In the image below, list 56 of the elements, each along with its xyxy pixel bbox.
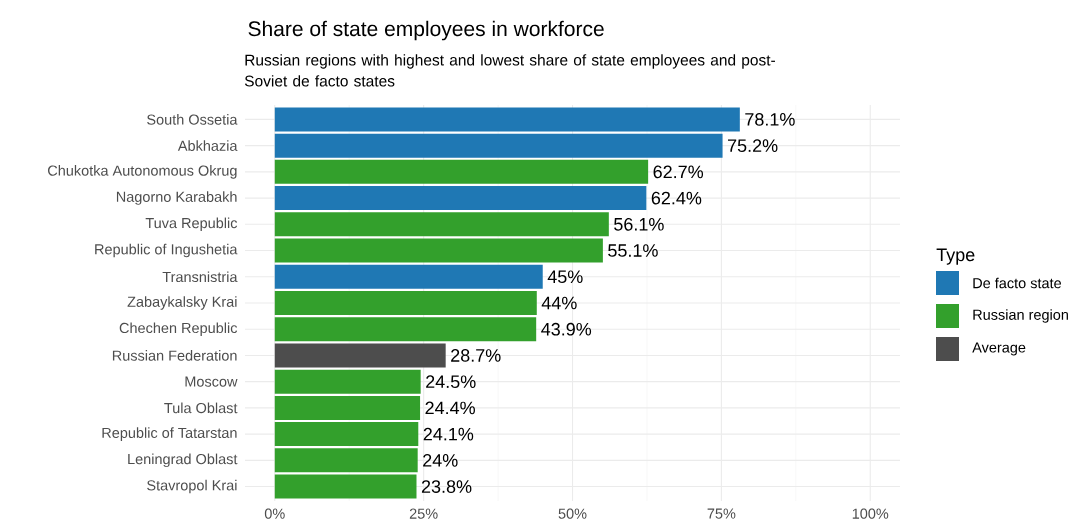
legend-label: De facto state	[973, 277, 1062, 289]
data-label: 55.1%	[608, 244, 658, 257]
bar	[274, 107, 740, 132]
bar	[274, 133, 723, 158]
bar	[274, 186, 647, 211]
bar	[274, 290, 537, 315]
chart-subtitle: Russian regions with highest and lowest share of state employees and post-Soviet de facto states	[244, 54, 775, 87]
y-tick-label: South Ossetia	[147, 114, 238, 125]
y-tick-label: Leningrad Oblast	[128, 453, 238, 468]
bar	[274, 264, 543, 289]
y-tick-label: Moscow	[185, 376, 238, 387]
bar	[274, 343, 446, 368]
data-label: 24.1%	[423, 427, 474, 441]
data-label: 43.9%	[541, 322, 592, 336]
legend-title: Type	[936, 248, 975, 265]
y-tick-label: Stavropol Krai	[147, 479, 237, 494]
data-label: 75.2%	[728, 139, 778, 153]
x-tick-label: 25%	[409, 508, 438, 519]
data-label: 24%	[423, 454, 458, 467]
data-label: 44%	[541, 296, 577, 310]
data-label: 45%	[547, 270, 583, 284]
y-tick-label: Republic of Ingushetia	[95, 243, 238, 258]
x-tick-label: 0%	[264, 508, 285, 519]
x-tick-label: 75%	[707, 508, 736, 519]
y-tick-label: Russian Federation	[112, 350, 237, 361]
y-tick-label: Tula Oblast	[164, 402, 238, 414]
bar	[274, 474, 417, 499]
x-tick-label: 100%	[852, 508, 889, 519]
y-tick-label: Chukotka Autonomous Okrug	[48, 165, 237, 179]
legend-label: Average	[972, 342, 1026, 356]
y-tick-label: Zabaykalsky Krai	[127, 296, 237, 310]
chart-title: Share of state employees in workforce	[248, 20, 604, 41]
y-tick-label: Nagorno Karabakh	[116, 191, 237, 205]
data-label: 28.7%	[451, 349, 501, 362]
y-tick-label: Abkhazia	[177, 140, 238, 151]
data-label: 56.1%	[614, 217, 664, 231]
y-tick-label: Tuva Republic	[145, 217, 238, 232]
y-tick-label: Republic of Tatarstan	[102, 427, 237, 441]
data-label: 24.4%	[425, 401, 475, 415]
legend-label: Russian region	[973, 309, 1068, 323]
data-label: 23.8%	[421, 480, 472, 493]
bar	[274, 422, 419, 447]
x-tick-label: 50%	[558, 508, 587, 519]
bar	[274, 159, 649, 184]
data-label: 78.1%	[745, 113, 795, 126]
bar	[274, 238, 603, 263]
bar	[274, 369, 421, 394]
data-label: 62.7%	[653, 165, 704, 179]
bar	[274, 448, 418, 473]
y-tick-label: Transnistria	[162, 271, 238, 283]
bar	[274, 212, 609, 237]
y-tick-label: Chechen Republic	[119, 322, 238, 336]
data-label: 62.4%	[651, 191, 702, 205]
bar	[274, 317, 537, 342]
data-label: 24.5%	[426, 375, 476, 389]
bar	[274, 395, 421, 420]
